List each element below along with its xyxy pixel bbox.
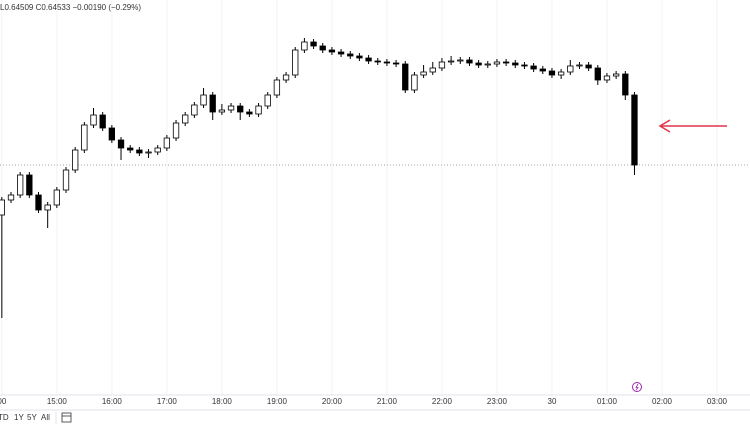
- candle-body: [631, 94, 638, 166]
- candle-body: [227, 105, 235, 111]
- candle-body: [521, 64, 528, 67]
- candle-body: [273, 79, 281, 96]
- candle-body: [392, 62, 400, 65]
- candle-body: [548, 70, 556, 76]
- candle-body: [567, 65, 574, 73]
- candle-body: [484, 63, 491, 66]
- candle-body: [7, 194, 15, 201]
- candle-body: [466, 59, 473, 64]
- candle-body: [475, 62, 482, 66]
- candle-body: [264, 94, 271, 107]
- candles: [0, 38, 750, 318]
- candle-body: [26, 174, 33, 196]
- candle-body: [182, 114, 189, 124]
- candle-body: [200, 94, 207, 106]
- candle-body: [292, 49, 299, 76]
- x-tick-label: 19:00: [267, 397, 288, 406]
- x-tick-label: 23:00: [487, 397, 508, 406]
- legend-text: L0.64509 C0.64533 −0.00190 (−0.29%): [0, 3, 141, 12]
- candle-body: [209, 94, 216, 113]
- candle-body: [282, 74, 290, 81]
- x-tick-label: 00: [0, 397, 7, 406]
- x-tick-label: 21:00: [377, 397, 398, 406]
- candle-body: [539, 68, 546, 72]
- candle-body: [530, 65, 537, 70]
- candle-body: [512, 62, 519, 66]
- candle-body: [429, 67, 436, 73]
- candle-body: [493, 61, 501, 65]
- candle-body: [136, 149, 143, 154]
- candle-body: [622, 73, 629, 96]
- x-tick-label: 16:00: [102, 397, 123, 406]
- candle-body: [44, 204, 51, 211]
- candle-body: [438, 61, 446, 69]
- event-icon[interactable]: [632, 382, 642, 392]
- candle-body: [17, 174, 24, 196]
- candle-body: [502, 61, 510, 64]
- candle-body: [62, 169, 70, 191]
- candle-body: [310, 41, 317, 47]
- candle-body: [603, 75, 611, 81]
- x-tick-label: 15:00: [47, 397, 68, 406]
- candle-body: [145, 151, 152, 154]
- candle-body: [53, 189, 60, 206]
- candle-body: [35, 194, 42, 211]
- candle-body: [612, 73, 620, 77]
- candle-body: [163, 137, 171, 149]
- range-button[interactable]: All: [41, 413, 50, 422]
- candle-body: [246, 111, 253, 115]
- x-tick-label: 01:00: [597, 397, 618, 406]
- candle-body: [99, 114, 106, 129]
- candle-body: [420, 71, 427, 76]
- candle-body: [356, 55, 363, 59]
- grid: [1, 0, 718, 395]
- candle-body: [127, 147, 134, 151]
- x-tick-label: 18:00: [212, 397, 233, 406]
- candle-body: [72, 149, 79, 171]
- candle-body: [402, 63, 409, 91]
- calendar-icon: [61, 412, 72, 423]
- x-tick-label: 17:00: [157, 397, 178, 406]
- candle-body: [576, 64, 583, 67]
- candle-body: [594, 67, 601, 81]
- date-range-icon[interactable]: [61, 412, 72, 423]
- candle-body: [447, 60, 455, 63]
- candle-body: [117, 139, 125, 149]
- arrow-annotation: [658, 119, 727, 133]
- range-button[interactable]: 5Y: [27, 413, 37, 422]
- range-button[interactable]: 1Y: [14, 413, 24, 422]
- candle-body: [365, 57, 372, 62]
- candle-body: [457, 59, 464, 62]
- candle-body: [328, 49, 336, 53]
- x-tick-label: 30: [548, 397, 557, 406]
- candle-body: [237, 105, 244, 113]
- candle-body: [90, 114, 97, 126]
- range-button[interactable]: TD: [0, 413, 9, 422]
- candle-body: [383, 61, 391, 64]
- candle-body: [81, 124, 88, 151]
- candle-body: [108, 127, 116, 141]
- candle-body: [347, 53, 354, 57]
- candle-body: [255, 105, 262, 115]
- candle-body: [319, 45, 326, 51]
- x-tick-label: 03:00: [707, 397, 728, 406]
- candle-body: [0, 199, 5, 216]
- x-tick-label: 20:00: [322, 397, 343, 406]
- candle-body: [172, 122, 180, 139]
- candle-body: [374, 60, 381, 63]
- candle-body: [337, 51, 345, 55]
- x-tick-label: 02:00: [652, 397, 673, 406]
- candle-body: [218, 109, 226, 113]
- candle-body: [411, 74, 418, 91]
- x-tick-label: 22:00: [432, 397, 453, 406]
- candle-body: [557, 71, 565, 76]
- candle-body: [301, 41, 308, 51]
- candle-body: [154, 147, 161, 153]
- event-icon-bolt: [635, 383, 639, 391]
- candle-body: [585, 64, 592, 69]
- candle-body: [191, 104, 198, 116]
